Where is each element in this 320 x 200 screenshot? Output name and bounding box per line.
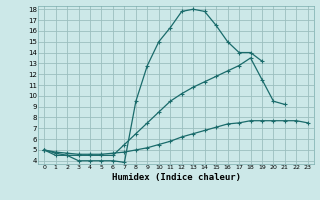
X-axis label: Humidex (Indice chaleur): Humidex (Indice chaleur) — [111, 173, 241, 182]
